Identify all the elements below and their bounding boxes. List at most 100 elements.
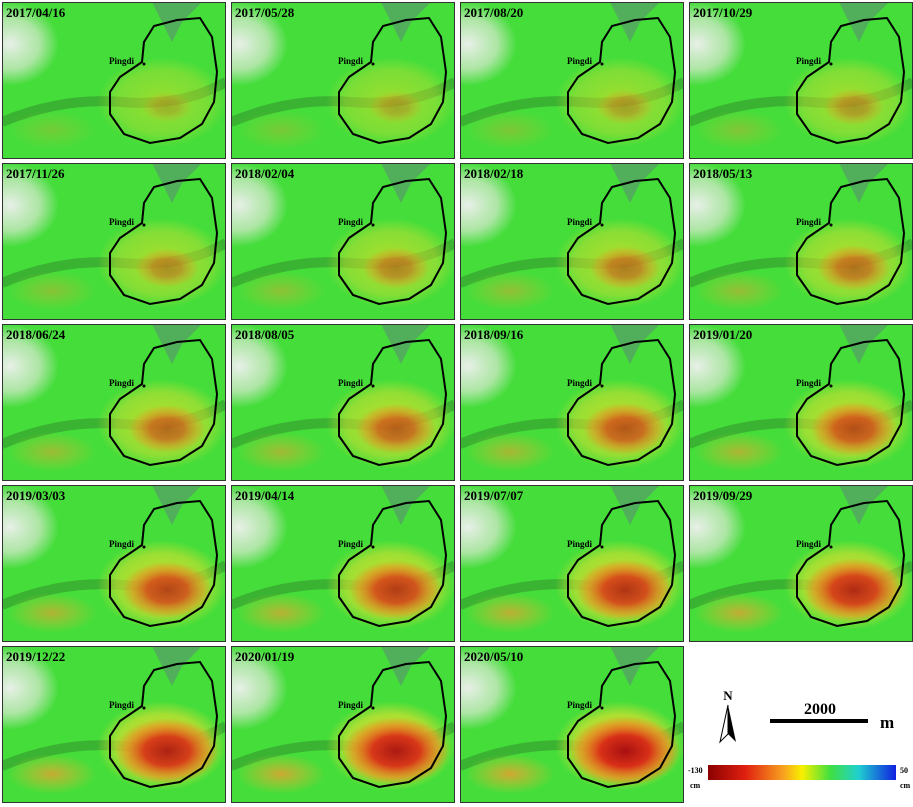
ridge-north — [610, 2, 660, 42]
ridge-north — [839, 324, 889, 364]
landslide-boundary — [567, 16, 677, 145]
place-label: Pingdi — [796, 378, 822, 388]
place-label: Pingdi — [109, 700, 135, 710]
panel-border — [2, 646, 226, 803]
date-label: 2018/02/18 — [464, 166, 524, 181]
date-label: 2018/02/04 — [235, 166, 295, 181]
landslide-boundary — [109, 499, 219, 628]
map-panel: Pingdi 2017/04/16 — [2, 2, 226, 159]
map-panel: Pingdi 2017/08/20 — [460, 2, 684, 159]
west-deformation — [694, 593, 784, 633]
colorbar-max-unit: cm — [900, 781, 911, 790]
deformation-core — [115, 718, 219, 784]
place-label: Pingdi — [796, 217, 822, 227]
place-label: Pingdi — [567, 217, 593, 227]
map-panel: Pingdi 2018/02/18 — [460, 163, 684, 320]
village-marker — [142, 384, 146, 388]
deformation-core — [824, 88, 884, 126]
panel-border — [2, 324, 226, 481]
west-deformation — [7, 110, 97, 150]
map-panel: Pingdi 2018/08/05 — [231, 324, 455, 481]
landslide-boundary — [796, 499, 906, 628]
ridge-north — [381, 324, 431, 364]
deformation-core — [369, 90, 423, 124]
village-marker — [600, 384, 604, 388]
landslide-boundary — [338, 499, 448, 628]
deformation-core — [142, 92, 192, 122]
deformation-core — [570, 716, 680, 786]
deformation-core — [817, 245, 891, 291]
map-panel: Pingdi 2019/03/03 — [2, 485, 226, 642]
west-deformation — [465, 432, 555, 472]
place-label: Pingdi — [109, 378, 135, 388]
place-label: Pingdi — [338, 539, 364, 549]
ridge-north — [381, 2, 431, 42]
panel-border — [231, 324, 455, 481]
village-marker — [600, 223, 604, 227]
deformation-core — [362, 247, 430, 289]
west-deformation — [694, 110, 784, 150]
village-marker — [371, 223, 375, 227]
landslide-boundary — [109, 177, 219, 306]
date-label: 2018/05/13 — [693, 166, 753, 181]
ridge-north — [610, 646, 660, 686]
deformation-core — [342, 717, 450, 785]
place-label: Pingdi — [567, 56, 593, 66]
scale-unit: m — [880, 713, 894, 732]
deformation-core — [583, 402, 667, 456]
ridge-north — [610, 163, 660, 203]
place-label: Pingdi — [567, 378, 593, 388]
panel-border — [231, 485, 455, 642]
date-label: 2017/11/26 — [6, 166, 65, 181]
west-deformation — [7, 754, 97, 794]
date-label: 2019/03/03 — [6, 488, 66, 503]
ridge-north — [610, 485, 660, 525]
place-label: Pingdi — [109, 539, 135, 549]
deformation-core — [122, 561, 212, 619]
west-deformation — [694, 432, 784, 472]
map-panel: Pingdi 2018/02/04 — [231, 163, 455, 320]
landslide-boundary — [567, 177, 677, 306]
village-marker — [142, 545, 146, 549]
date-label: 2017/04/16 — [6, 5, 66, 20]
village-marker — [600, 706, 604, 710]
place-label: Pingdi — [109, 56, 135, 66]
landslide-boundary — [567, 660, 677, 789]
map-panel: Pingdi 2019/01/20 — [689, 324, 913, 481]
village-marker — [829, 62, 833, 66]
map-panel: Pingdi 2017/11/26 — [2, 163, 226, 320]
panel-border — [2, 2, 226, 159]
panel-border — [460, 324, 684, 481]
deformation-core — [135, 248, 199, 288]
place-label: Pingdi — [567, 539, 593, 549]
colorbar-min: -130 — [688, 766, 703, 775]
panel-border — [231, 163, 455, 320]
panel-border — [460, 2, 684, 159]
map-panel: Pingdi 2020/01/19 — [231, 646, 455, 803]
deformation-core — [804, 558, 904, 622]
village-marker — [371, 545, 375, 549]
panel-border — [460, 646, 684, 803]
landslide-boundary — [338, 660, 448, 789]
panel-border — [2, 163, 226, 320]
scale-value: 2000 — [804, 701, 836, 718]
date-label: 2020/05/10 — [464, 649, 523, 664]
village-marker — [371, 706, 375, 710]
ridge-north — [152, 2, 202, 42]
north-label: N — [723, 688, 733, 703]
ridge-north — [152, 163, 202, 203]
village-marker — [142, 62, 146, 66]
landslide-boundary — [109, 660, 219, 789]
ridge-north — [381, 163, 431, 203]
west-deformation — [465, 754, 555, 794]
deformation-core — [576, 559, 674, 621]
landslide-boundary — [338, 177, 448, 306]
deformation-core — [349, 560, 443, 620]
map-panel: Pingdi 2019/07/07 — [460, 485, 684, 642]
date-label: 2018/06/24 — [6, 327, 66, 342]
ridge-north — [839, 2, 889, 42]
date-label: 2019/12/22 — [6, 649, 65, 664]
west-deformation — [236, 593, 326, 633]
deformation-core — [596, 89, 654, 125]
place-label: Pingdi — [109, 217, 135, 227]
